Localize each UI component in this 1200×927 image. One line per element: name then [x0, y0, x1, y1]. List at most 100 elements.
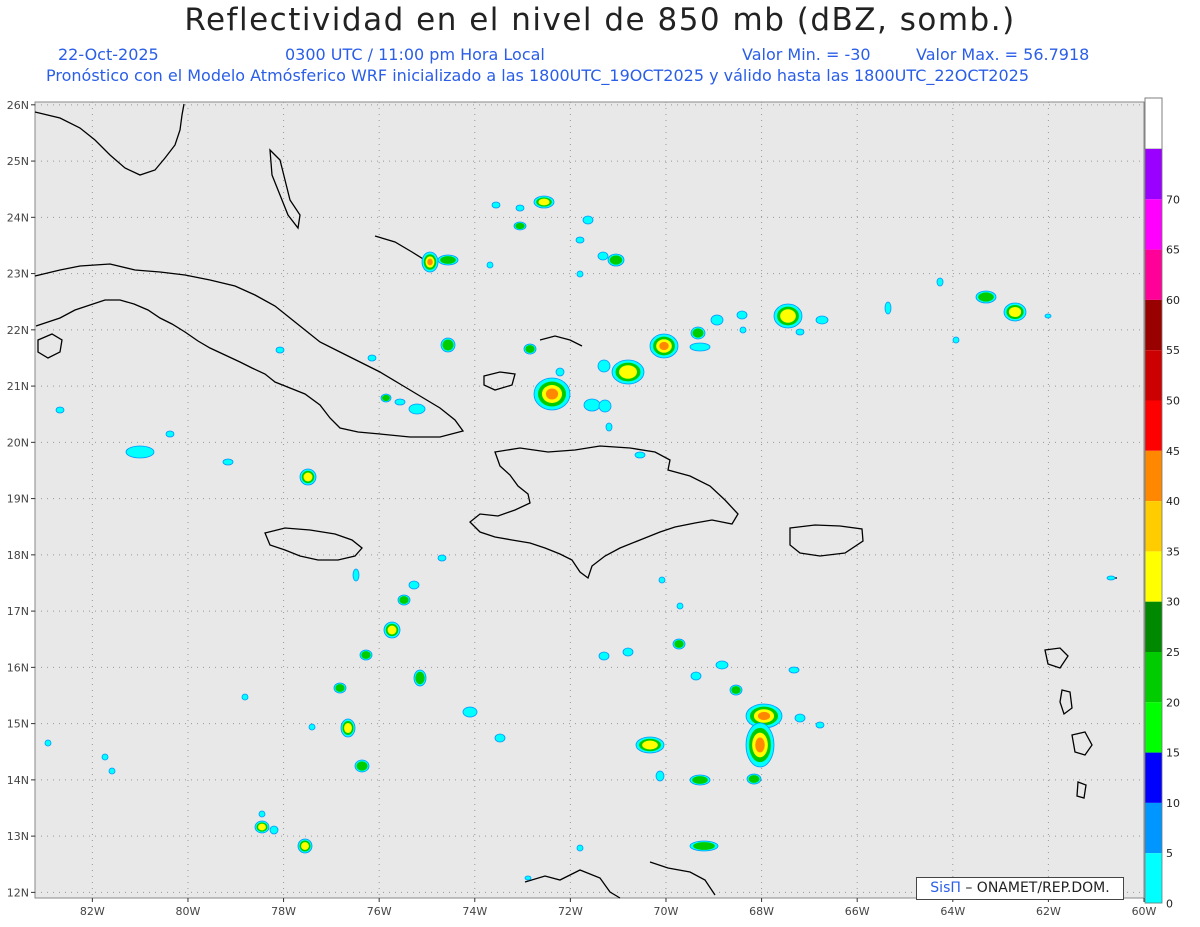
- guadeloupe-coastline: [1044, 647, 1069, 669]
- cell-mid: [978, 292, 994, 302]
- reflectivity-cell: [437, 254, 459, 266]
- cell-low: [555, 367, 565, 377]
- cell-higher: [757, 711, 771, 721]
- reflectivity-cell: [359, 649, 373, 661]
- cell-low: [258, 810, 266, 818]
- colorbar-segment: [1145, 601, 1162, 652]
- reflectivity-cell: [622, 647, 634, 657]
- reflectivity-cell: [333, 682, 347, 694]
- reflectivity-cell: [975, 290, 997, 304]
- lon-tick-label: 70W: [654, 905, 679, 918]
- lon-tick-label: 76W: [367, 905, 392, 918]
- lat-tick-label: 14N: [7, 774, 29, 787]
- cell-low: [494, 733, 506, 743]
- paraguana-coastline: [649, 861, 716, 896]
- cell-low: [710, 314, 724, 326]
- cell-mid: [693, 842, 715, 850]
- reflectivity-cell: [745, 722, 775, 768]
- cell-low: [794, 713, 806, 723]
- lat-tick-label: 13N: [7, 830, 29, 843]
- cell-low: [689, 342, 711, 352]
- cell-low: [165, 430, 175, 438]
- reflectivity-cell: [513, 221, 527, 231]
- reflectivity-cell: [736, 310, 748, 320]
- reflectivity-cell: [380, 393, 392, 403]
- cell-mid: [748, 775, 760, 783]
- cell-mid: [399, 596, 409, 604]
- cell-higher: [427, 258, 433, 266]
- cell-low: [582, 215, 594, 225]
- colorbar-top-segment: [1144, 97, 1163, 150]
- colorbar-segment: [1145, 802, 1162, 854]
- cell-high: [642, 740, 658, 750]
- sispi-logo-text: SisΠ: [930, 880, 961, 896]
- colorbar-label: 30: [1166, 596, 1180, 609]
- reflectivity-cell: [936, 277, 944, 287]
- cell-low: [658, 576, 666, 584]
- reflectivity-cell: [352, 568, 360, 582]
- cell-low: [576, 270, 584, 278]
- cell-mid: [692, 328, 704, 338]
- lon-tick-label: 60W: [1132, 905, 1157, 918]
- reflectivity-cell: [394, 398, 406, 406]
- colorbar-segment: [1145, 400, 1162, 451]
- reflectivity-cell: [462, 706, 478, 718]
- reflectivity-cell: [952, 336, 960, 344]
- cell-low: [952, 336, 960, 344]
- cell-low: [884, 301, 892, 315]
- colorbar-frame: [1144, 97, 1163, 904]
- south-america-coastline: [524, 869, 621, 899]
- reflectivity-cell: [486, 261, 494, 269]
- lon-tick-label: 68W: [749, 905, 774, 918]
- cell-low: [101, 753, 109, 761]
- martinique-coastline: [1071, 731, 1093, 756]
- cell-low: [269, 825, 279, 835]
- colorbar-segment: [1145, 702, 1162, 753]
- cell-low: [408, 403, 426, 415]
- andros-coastline: [269, 148, 301, 230]
- cuba-coastline: [34, 263, 465, 438]
- reflectivity-cell: [555, 367, 565, 377]
- reflectivity-cell: [413, 669, 427, 687]
- cell-mid: [525, 345, 535, 353]
- reflectivity-cell: [649, 333, 679, 359]
- lat-tick-label: 12N: [7, 886, 29, 899]
- reflectivity-cell: [275, 346, 285, 354]
- colorbar-label: 40: [1166, 495, 1180, 508]
- colorbar-segment: [1145, 199, 1162, 250]
- cell-mid: [361, 651, 371, 659]
- cell-low: [715, 660, 729, 670]
- reflectivity-cell: [1003, 302, 1027, 322]
- cell-low: [524, 875, 532, 881]
- cell-low: [598, 399, 612, 413]
- reflectivity-cell: [607, 253, 625, 267]
- min-value-label: Valor Min. = -30: [742, 45, 871, 64]
- colorbar-label: 50: [1166, 395, 1180, 408]
- reflectivity-cell: [222, 458, 234, 466]
- lon-tick-label: 66W: [845, 905, 870, 918]
- hispaniola-coastline: [469, 445, 739, 580]
- reflectivity-cell: [340, 718, 356, 738]
- cell-low: [936, 277, 944, 287]
- reflectivity-cell: [576, 844, 584, 852]
- reflectivity-cell: [746, 773, 762, 785]
- colorbar-label: 10: [1166, 797, 1180, 810]
- cell-mid: [515, 222, 525, 230]
- cell-low: [308, 723, 316, 731]
- reflectivity-cell: [815, 315, 829, 325]
- lat-tick-label: 15N: [7, 718, 29, 731]
- cell-low: [815, 315, 829, 325]
- reflectivity-cell: [658, 576, 666, 584]
- colorbar-label: 5: [1166, 847, 1173, 860]
- cell-low: [739, 326, 747, 334]
- colorbar: 0 5 10 15 20 25 30 35 40 45 50 55 60 65 70: [1144, 97, 1180, 911]
- reflectivity-cell: [440, 337, 456, 353]
- colorbar-label: 55: [1166, 344, 1180, 357]
- cell-low: [125, 445, 155, 459]
- cell-low: [515, 204, 525, 212]
- puerto-rico-coastline: [789, 524, 864, 557]
- cell-high: [619, 365, 637, 379]
- max-value-label: Valor Max. = 56.7918: [916, 45, 1090, 64]
- cell-high: [387, 625, 397, 635]
